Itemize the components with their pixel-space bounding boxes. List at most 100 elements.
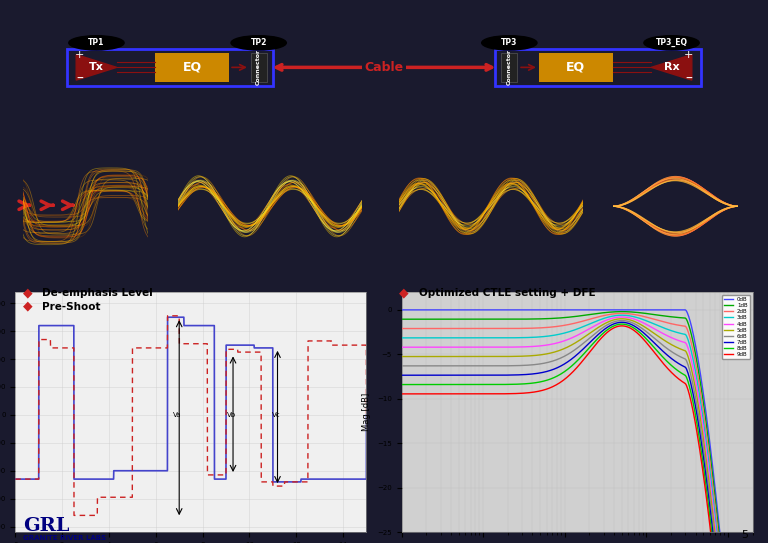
Text: Rx: Rx: [664, 62, 680, 72]
Y-axis label: Mag [dB]: Mag [dB]: [362, 393, 372, 431]
5dB: [560, 345, 569, 352]
Text: GRANITE RIVER LABS: GRANITE RIVER LABS: [23, 535, 106, 541]
0dB: [582, 307, 591, 313]
8dB: [617, 321, 627, 327]
Text: Optimized CTLE setting + DFE: Optimized CTLE setting + DFE: [419, 288, 595, 298]
9dB: [679, 379, 688, 386]
Ellipse shape: [644, 36, 699, 50]
9dB: [560, 376, 569, 383]
9dB: [397, 390, 406, 397]
8dB: [679, 371, 688, 377]
1dB: [617, 308, 627, 315]
Text: De-emphasis Level: De-emphasis Level: [42, 288, 153, 298]
9dB: [601, 331, 611, 337]
Line: 6dB: 6dB: [402, 320, 744, 543]
Line: 1dB: 1dB: [402, 312, 744, 543]
Line: 9dB: 9dB: [402, 326, 744, 543]
5dB: [397, 353, 406, 360]
8dB: [562, 367, 571, 374]
Text: Cable: Cable: [365, 61, 403, 74]
Text: Connector: Connector: [507, 49, 511, 85]
Text: –: –: [685, 72, 692, 86]
Line: 5dB: 5dB: [402, 319, 744, 543]
7dB: [679, 363, 688, 369]
Text: Vb: Vb: [227, 412, 237, 418]
5dB: [562, 344, 571, 351]
6dB: [601, 323, 611, 329]
4dB: [601, 317, 611, 324]
Ellipse shape: [69, 36, 124, 50]
Text: ◆: ◆: [23, 286, 33, 299]
0dB: [601, 307, 611, 313]
4dB: [397, 344, 406, 350]
0dB: [678, 307, 687, 313]
Text: Connector: Connector: [257, 49, 261, 85]
6dB: [562, 352, 571, 358]
5dB: [582, 332, 591, 338]
5dB: [601, 320, 611, 326]
1dB: [397, 316, 406, 323]
4dB: [582, 327, 591, 333]
2dB: [562, 321, 571, 328]
Ellipse shape: [482, 36, 537, 50]
1dB: [562, 314, 571, 321]
3dB: [582, 322, 591, 329]
4dB: [562, 337, 571, 343]
6dB: [617, 317, 627, 324]
3dB: [397, 334, 406, 341]
FancyBboxPatch shape: [250, 53, 266, 82]
1dB: [679, 314, 688, 321]
2dB: [601, 312, 611, 318]
5dB: [679, 347, 688, 353]
Text: EQ: EQ: [183, 61, 202, 74]
Polygon shape: [76, 55, 117, 80]
Text: Tx: Tx: [89, 62, 104, 72]
3dB: [562, 329, 571, 336]
7dB: [560, 361, 569, 367]
2dB: [560, 322, 569, 329]
Line: 8dB: 8dB: [402, 324, 744, 543]
2dB: [679, 323, 688, 329]
Text: +: +: [74, 50, 84, 60]
8dB: [397, 381, 406, 388]
Legend: 0dB, 1dB, 2dB, 3dB, 4dB, 5dB, 6dB, 7dB, 8dB, 9dB: 0dB, 1dB, 2dB, 3dB, 4dB, 5dB, 6dB, 7dB, …: [722, 295, 750, 359]
Line: 2dB: 2dB: [402, 313, 744, 543]
7dB: [562, 359, 571, 366]
1dB: [601, 310, 611, 316]
4dB: [617, 314, 627, 320]
8dB: [560, 369, 569, 375]
3dB: [601, 314, 611, 321]
4dB: [679, 339, 688, 345]
Text: Pre-Shoot: Pre-Shoot: [42, 301, 101, 312]
6dB: [679, 355, 688, 362]
Text: TP2: TP2: [250, 39, 266, 47]
3dB: [617, 312, 627, 318]
Text: ◆: ◆: [399, 286, 409, 299]
Text: 5: 5: [741, 529, 748, 540]
7dB: [601, 325, 611, 332]
Text: TP1: TP1: [88, 39, 104, 47]
3dB: [560, 330, 569, 336]
0dB: [560, 307, 569, 313]
FancyBboxPatch shape: [502, 53, 518, 82]
4dB: [560, 338, 569, 344]
1dB: [560, 314, 569, 321]
3dB: [679, 331, 688, 337]
Line: 7dB: 7dB: [402, 323, 744, 543]
7dB: [582, 342, 591, 349]
Line: 0dB: 0dB: [402, 310, 744, 543]
0dB: [397, 307, 406, 313]
9dB: [617, 323, 627, 329]
5dB: [617, 315, 627, 322]
Polygon shape: [651, 55, 692, 80]
Text: Va: Va: [174, 412, 182, 418]
Ellipse shape: [231, 36, 286, 50]
7dB: [617, 319, 627, 326]
Text: ◆: ◆: [23, 300, 33, 313]
Text: TP3: TP3: [502, 39, 518, 47]
6dB: [397, 363, 406, 369]
Line: 4dB: 4dB: [402, 317, 744, 543]
9dB: [562, 375, 571, 381]
6dB: [582, 337, 591, 344]
FancyBboxPatch shape: [155, 53, 229, 82]
